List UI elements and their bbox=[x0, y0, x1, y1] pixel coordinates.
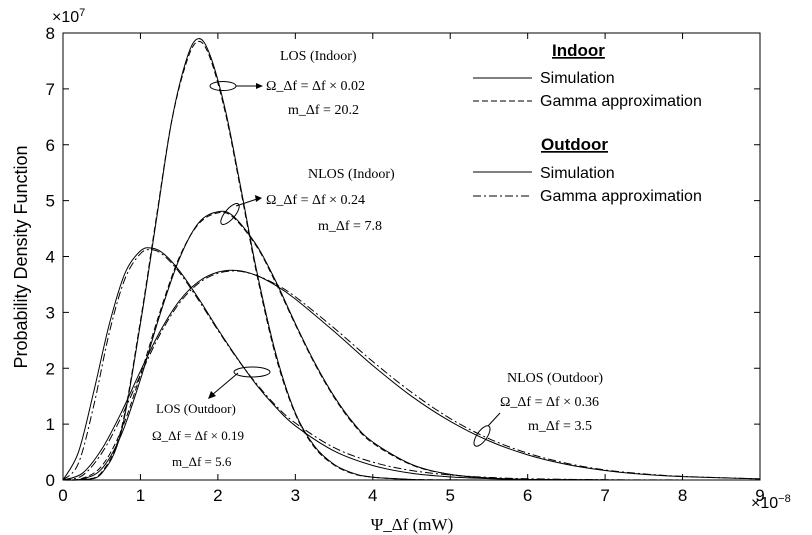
annotation-nlos-indoor-m: m_Δf = 7.8 bbox=[318, 219, 382, 234]
series-line-los-outdoor-solid bbox=[62, 247, 761, 481]
annotation-los-indoor-m: m_Δf = 20.2 bbox=[288, 103, 359, 118]
pdf-curves bbox=[62, 38, 761, 481]
x-axis-label: Ψ_Δf (mW) bbox=[371, 515, 453, 534]
x-tick-label: 3 bbox=[291, 486, 300, 505]
legend-label-indoor-gamma: Gamma approximation bbox=[540, 93, 702, 110]
annotation-nlos-indoor-title: NLOS (Indoor) bbox=[308, 167, 395, 182]
y-tick-label: 8 bbox=[46, 24, 55, 43]
annotation-nlos-indoor-ellipse bbox=[220, 203, 240, 225]
annotation-los-indoor-omega: Ω_Δf = Δf × 0.02 bbox=[266, 79, 365, 94]
annotation-nlos-outdoor: NLOS (Outdoor) Ω_Δf = Δf × 0.36 m_Δf = 3… bbox=[473, 371, 603, 447]
legend-label-outdoor-gamma: Gamma approximation bbox=[540, 188, 702, 205]
annotation-nlos-outdoor-omega: Ω_Δf = Δf × 0.36 bbox=[500, 395, 599, 410]
x-tick-label: 5 bbox=[445, 486, 454, 505]
annotation-los-indoor-title: LOS (Indoor) bbox=[280, 49, 357, 64]
annotation-nlos-outdoor-title: NLOS (Outdoor) bbox=[507, 371, 603, 386]
x-tick-label: 9 bbox=[755, 486, 764, 505]
annotation-los-indoor-arrowhead bbox=[256, 83, 263, 89]
series-line-nlos-outdoor-dash-dot bbox=[62, 270, 761, 481]
y-tick-label: 7 bbox=[46, 80, 55, 99]
legend-label-indoor-sim: Simulation bbox=[540, 70, 615, 87]
annotation-los-outdoor: LOS (Outdoor) Ω_Δf = Δf × 0.19 m_Δf = 5.… bbox=[152, 366, 271, 469]
x-tick-label: 4 bbox=[368, 486, 377, 505]
annotation-los-outdoor-title: LOS (Outdoor) bbox=[156, 401, 236, 416]
annotation-nlos-outdoor-arrow bbox=[487, 412, 501, 427]
series-line-nlos-outdoor-solid bbox=[62, 269, 761, 481]
annotation-nlos-indoor: NLOS (Indoor) Ω_Δf = Δf × 0.24 m_Δf = 7.… bbox=[220, 167, 395, 234]
x-tick-label: 8 bbox=[678, 486, 687, 505]
annotation-nlos-outdoor-ellipse bbox=[473, 425, 491, 447]
y-tick-label: 3 bbox=[46, 303, 55, 322]
annotation-nlos-indoor-arrow bbox=[235, 198, 258, 207]
annotation-nlos-outdoor-m: m_Δf = 3.5 bbox=[528, 419, 592, 434]
y-tick-label: 4 bbox=[46, 248, 55, 267]
annotation-nlos-indoor-omega: Ω_Δf = Δf × 0.24 bbox=[266, 193, 365, 208]
x-tick-label: 7 bbox=[600, 486, 609, 505]
annotation-los-outdoor-omega: Ω_Δf = Δf × 0.19 bbox=[152, 428, 244, 443]
y-tick-label: 6 bbox=[46, 136, 55, 155]
x-tick-label: 0 bbox=[58, 486, 67, 505]
series-line-los-outdoor-dash-dot bbox=[62, 249, 761, 481]
y-tick-label: 0 bbox=[46, 471, 55, 490]
legend: Indoor Simulation Gamma approximation Ou… bbox=[473, 41, 702, 205]
annotation-los-outdoor-m: m_Δf = 5.6 bbox=[172, 454, 232, 469]
x-tick-label: 2 bbox=[213, 486, 222, 505]
series-line-los-indoor-dashed bbox=[62, 40, 528, 481]
annotation-los-indoor: LOS (Indoor) Ω_Δf = Δf × 0.02 m_Δf = 20.… bbox=[209, 49, 365, 118]
y-tick-label: 5 bbox=[46, 192, 55, 211]
legend-title-outdoor: Outdoor bbox=[541, 135, 608, 154]
legend-label-outdoor-sim: Simulation bbox=[540, 165, 615, 182]
annotation-los-outdoor-arrowhead bbox=[208, 391, 216, 399]
y-axis-label: Probability Density Function bbox=[11, 145, 31, 368]
x-multiplier: ×10−8 bbox=[751, 493, 791, 512]
legend-title-indoor: Indoor bbox=[552, 41, 605, 60]
y-multiplier: ×107 bbox=[52, 7, 85, 26]
y-tick-label: 2 bbox=[46, 359, 55, 378]
x-tick-label: 1 bbox=[136, 486, 145, 505]
annotation-los-indoor-ellipse bbox=[209, 81, 237, 91]
annotation-los-outdoor-ellipse bbox=[233, 366, 271, 378]
x-tick-label: 6 bbox=[523, 486, 532, 505]
axis-ticks: 0 1 2 3 4 5 6 7 8 9 0 1 2 3 4 5 6 7 8 bbox=[46, 24, 765, 505]
annotation-nlos-indoor-arrowhead bbox=[255, 195, 262, 202]
annotation-los-outdoor-arrow bbox=[211, 372, 239, 396]
y-tick-label: 1 bbox=[46, 415, 55, 434]
